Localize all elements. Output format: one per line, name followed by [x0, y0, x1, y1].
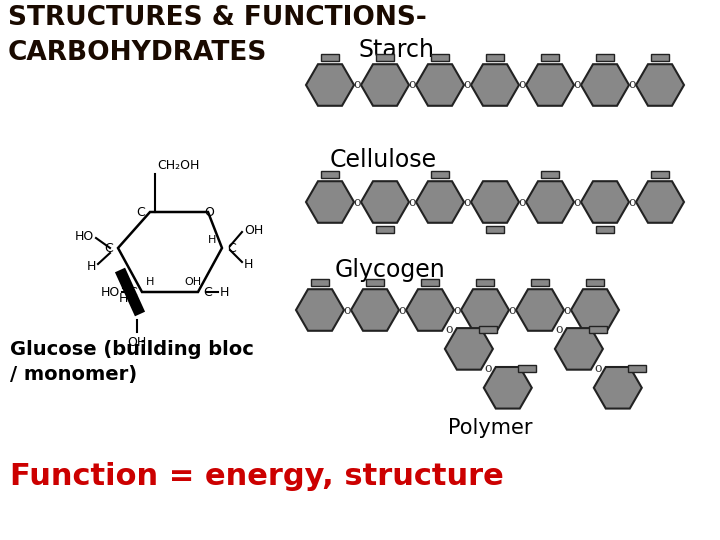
Text: Function = energy, structure: Function = energy, structure: [10, 462, 504, 491]
Bar: [431, 54, 449, 61]
Text: OH: OH: [184, 277, 202, 287]
Text: o: o: [464, 195, 472, 208]
Bar: [376, 54, 394, 61]
Bar: [486, 226, 504, 233]
Polygon shape: [361, 64, 409, 106]
Text: H: H: [208, 235, 216, 245]
Text: Starch: Starch: [358, 38, 434, 62]
Bar: [596, 54, 614, 61]
Text: H: H: [146, 277, 154, 287]
Text: o: o: [629, 78, 636, 91]
Text: o: o: [454, 303, 462, 316]
Polygon shape: [361, 181, 409, 223]
Text: C: C: [128, 286, 137, 299]
Text: H: H: [244, 258, 253, 271]
Bar: [629, 365, 647, 372]
Bar: [311, 279, 329, 286]
Text: CARBOHYDRATES: CARBOHYDRATES: [8, 40, 267, 66]
Polygon shape: [471, 181, 519, 223]
Text: o: o: [409, 78, 416, 91]
Text: O: O: [204, 206, 214, 219]
Polygon shape: [416, 181, 464, 223]
Polygon shape: [571, 289, 619, 331]
Text: C: C: [136, 206, 145, 219]
Polygon shape: [445, 328, 493, 370]
Bar: [651, 171, 669, 178]
Polygon shape: [306, 181, 354, 223]
Text: o: o: [399, 303, 406, 316]
Text: o: o: [446, 323, 453, 336]
Polygon shape: [471, 64, 519, 106]
Text: STRUCTURES & FUNCTIONS-: STRUCTURES & FUNCTIONS-: [8, 5, 427, 31]
Text: o: o: [518, 78, 526, 91]
Bar: [321, 171, 339, 178]
Bar: [376, 226, 394, 233]
Bar: [531, 279, 549, 286]
Text: o: o: [595, 362, 602, 375]
Bar: [541, 171, 559, 178]
Polygon shape: [461, 289, 509, 331]
Bar: [476, 279, 494, 286]
Text: C: C: [203, 286, 212, 299]
Polygon shape: [416, 64, 464, 106]
Text: Polymer: Polymer: [448, 418, 532, 438]
Text: o: o: [464, 78, 472, 91]
Bar: [431, 171, 449, 178]
Text: OH: OH: [127, 336, 147, 349]
Text: HO: HO: [101, 286, 120, 299]
Text: Glucose (building bloc
/ monomer): Glucose (building bloc / monomer): [10, 340, 254, 384]
Bar: [366, 279, 384, 286]
Text: Glycogen: Glycogen: [335, 258, 446, 282]
Text: o: o: [629, 195, 636, 208]
Bar: [590, 326, 608, 333]
Polygon shape: [526, 64, 574, 106]
Text: o: o: [556, 323, 563, 336]
Text: o: o: [564, 303, 571, 316]
Bar: [651, 54, 669, 61]
Polygon shape: [516, 289, 564, 331]
Polygon shape: [296, 289, 344, 331]
Text: H: H: [86, 260, 96, 273]
Text: o: o: [574, 78, 581, 91]
Bar: [586, 279, 604, 286]
Text: C: C: [104, 241, 113, 254]
Text: o: o: [509, 303, 516, 316]
Polygon shape: [526, 181, 574, 223]
Polygon shape: [484, 367, 532, 409]
Polygon shape: [306, 64, 354, 106]
Bar: [421, 279, 439, 286]
Polygon shape: [555, 328, 603, 370]
Text: o: o: [343, 303, 351, 316]
Bar: [321, 54, 339, 61]
Polygon shape: [581, 181, 629, 223]
Polygon shape: [636, 64, 684, 106]
Bar: [541, 54, 559, 61]
Text: o: o: [354, 195, 361, 208]
Text: H: H: [118, 292, 127, 305]
Polygon shape: [581, 64, 629, 106]
Text: o: o: [518, 195, 526, 208]
Bar: [480, 326, 498, 333]
Text: o: o: [354, 78, 361, 91]
Text: C: C: [227, 241, 235, 254]
Text: o: o: [574, 195, 581, 208]
Polygon shape: [406, 289, 454, 331]
Polygon shape: [636, 181, 684, 223]
Text: Cellulose: Cellulose: [330, 148, 437, 172]
Text: HO: HO: [75, 230, 94, 242]
Text: OH: OH: [244, 224, 264, 237]
Polygon shape: [594, 367, 642, 409]
Text: o: o: [409, 195, 416, 208]
Polygon shape: [351, 289, 399, 331]
Bar: [486, 54, 504, 61]
Text: o: o: [485, 362, 492, 375]
Bar: [518, 365, 536, 372]
Text: H: H: [220, 286, 230, 299]
Text: CH₂OH: CH₂OH: [157, 159, 199, 172]
Bar: [596, 226, 614, 233]
